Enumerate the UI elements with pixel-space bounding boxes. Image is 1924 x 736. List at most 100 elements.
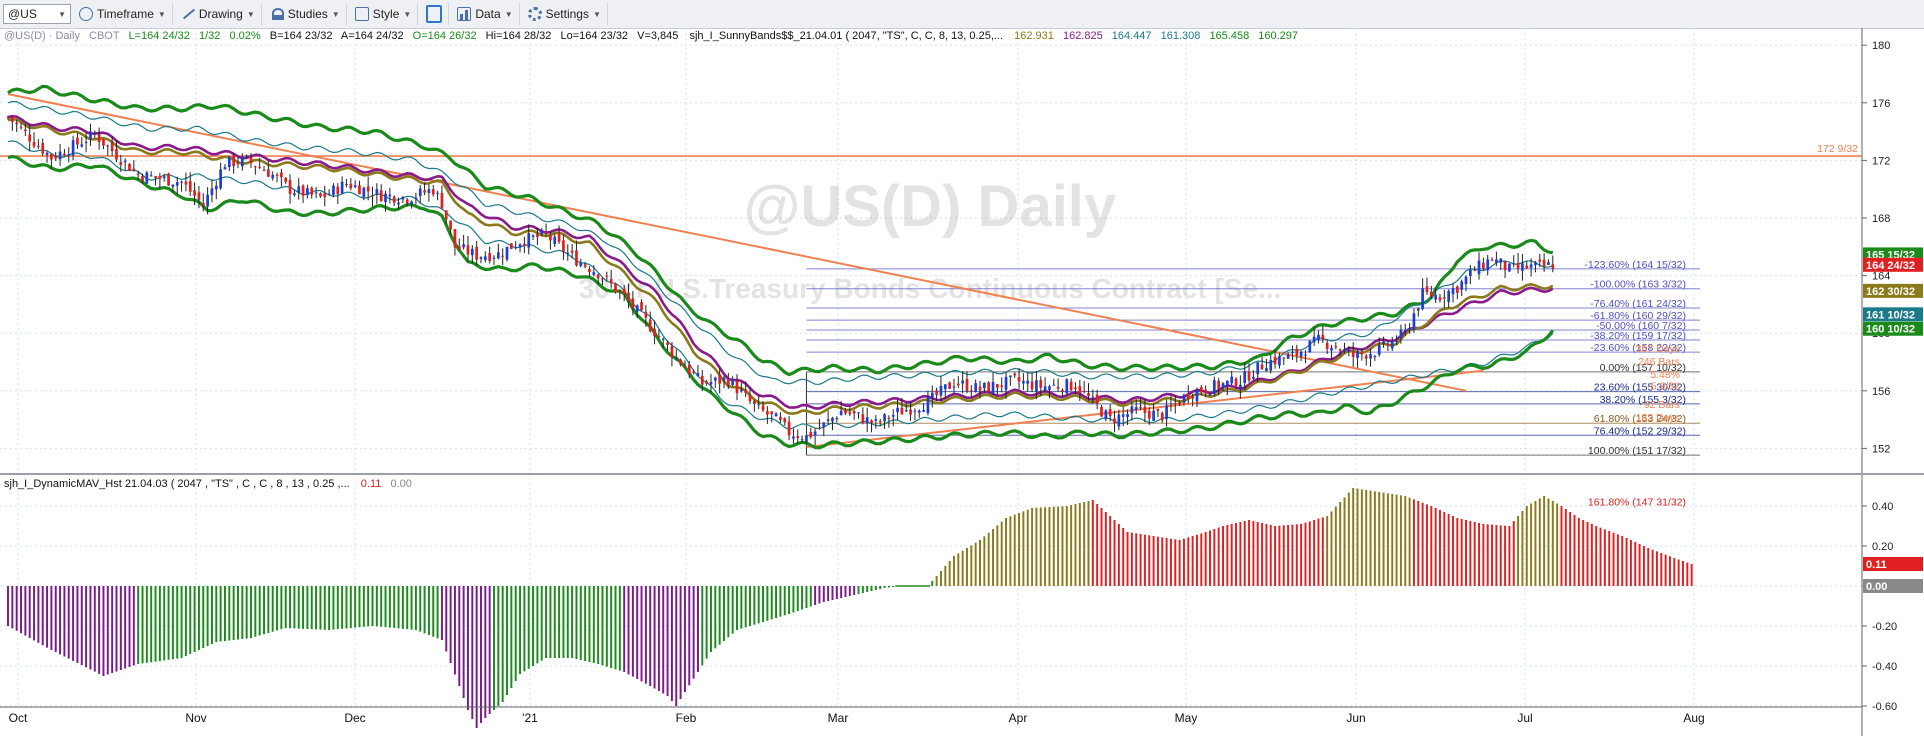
- chevron-down-icon[interactable]: ▼: [58, 9, 66, 19]
- candle: [1412, 313, 1416, 331]
- x-tick-label: Aug: [1683, 711, 1704, 725]
- studies-button[interactable]: Studies ▼: [264, 3, 347, 25]
- price-badge-label: 162 30/32: [1866, 286, 1915, 298]
- candle: [1212, 380, 1216, 394]
- candle: [245, 155, 249, 157]
- candle: [1152, 410, 1155, 421]
- candle: [180, 181, 183, 183]
- study-value-5: 165.458: [1209, 30, 1249, 42]
- fibonacci-retracement[interactable]: -123.60% (164 15/32) -100.00% (163 3/32) -…: [805, 259, 1700, 509]
- candle: [1317, 334, 1320, 341]
- candle: [1095, 394, 1099, 405]
- candle: [783, 418, 787, 423]
- quote-volume: V=3,845: [637, 30, 678, 42]
- settings-button[interactable]: Settings ▼: [522, 3, 608, 25]
- candle: [1199, 387, 1203, 393]
- fib-level-label: -76.40% (161 24/32): [1590, 298, 1686, 310]
- candle: [562, 240, 565, 252]
- candle: [596, 274, 600, 279]
- candle: [870, 420, 873, 424]
- candle: [41, 142, 45, 154]
- candle: [1065, 379, 1069, 394]
- candle: [848, 412, 852, 415]
- candle: [1516, 262, 1520, 269]
- candle: [1226, 380, 1229, 387]
- candle: [900, 407, 904, 415]
- candle: [280, 172, 283, 178]
- study-value-6: 160.297: [1258, 30, 1298, 42]
- candle: [861, 414, 865, 424]
- candle: [1534, 262, 1537, 266]
- candle: [635, 305, 639, 312]
- layout-button[interactable]: [420, 3, 450, 25]
- candle: [1195, 390, 1199, 402]
- candle: [1490, 259, 1494, 261]
- candle: [223, 167, 227, 170]
- timeframe-button[interactable]: Timeframe ▼: [73, 3, 173, 25]
- candle: [1273, 356, 1277, 365]
- symbol-input[interactable]: @US ▼: [3, 4, 71, 24]
- candle: [1416, 308, 1420, 311]
- candle: [913, 410, 917, 412]
- candle: [965, 378, 969, 392]
- study-value-1: 162.931: [1014, 30, 1054, 42]
- data-button[interactable]: Data ▼: [451, 3, 520, 25]
- chart-area[interactable]: @US(D) Daily 30 Yr U.S.Treasury Bonds Co…: [0, 28, 1924, 736]
- candle: [392, 196, 396, 203]
- candle: [1521, 263, 1524, 271]
- candle: [1052, 384, 1056, 386]
- chevron-down-icon: ▼: [403, 9, 412, 19]
- candle: [45, 152, 49, 155]
- candle: [310, 187, 314, 195]
- candle: [1382, 341, 1385, 345]
- style-label: Style: [372, 7, 400, 21]
- candle: [930, 392, 934, 399]
- band-upper-outer: [7, 84, 1554, 377]
- candle: [1438, 297, 1442, 301]
- candle: [631, 298, 635, 309]
- x-tick-label: Feb: [676, 711, 697, 725]
- candle: [1221, 383, 1225, 388]
- candle: [54, 156, 58, 159]
- candle: [1508, 263, 1511, 272]
- x-tick-label: Apr: [1009, 711, 1028, 725]
- candle: [622, 288, 626, 295]
- candle: [757, 403, 761, 405]
- candle: [488, 252, 492, 262]
- drawing-button[interactable]: Drawing ▼: [175, 3, 262, 25]
- candle: [84, 142, 88, 144]
- chevron-down-icon: ▼: [592, 9, 601, 19]
- candle: [991, 381, 995, 394]
- candle: [891, 414, 895, 417]
- fib-level-label: -38.20% (159 17/32): [1590, 330, 1686, 342]
- candle: [37, 145, 40, 147]
- candle: [883, 414, 886, 422]
- candle: [514, 247, 518, 249]
- drawing-label: Drawing: [198, 7, 243, 21]
- y-tick-label: 180: [1872, 40, 1890, 52]
- candle: [540, 230, 544, 235]
- candle: [679, 359, 682, 365]
- candle: [1390, 340, 1394, 349]
- candle: [50, 153, 53, 160]
- style-button[interactable]: Style ▼: [349, 3, 419, 25]
- candle: [796, 436, 800, 439]
- candle: [792, 436, 795, 439]
- candle: [705, 381, 708, 384]
- exchange-label: CBOT: [89, 30, 120, 42]
- x-tick-label: May: [1175, 711, 1198, 725]
- candle: [1113, 418, 1116, 423]
- candle: [922, 410, 925, 412]
- time-label: 246 Bars: [1638, 356, 1680, 368]
- candle: [1529, 264, 1533, 268]
- candle: [952, 386, 956, 388]
- candle: [1191, 396, 1194, 399]
- candle: [1312, 336, 1316, 343]
- lower-pane-header: sjh_I_DynamicMAV_Hst 21.04.03 ( 2047 , "…: [4, 478, 412, 490]
- fib-level-label: 38.20% (155 3/32): [1600, 394, 1686, 406]
- candle: [1308, 341, 1312, 353]
- chevron-down-icon: ▼: [157, 9, 166, 19]
- candle: [661, 338, 665, 340]
- candle: [193, 190, 196, 196]
